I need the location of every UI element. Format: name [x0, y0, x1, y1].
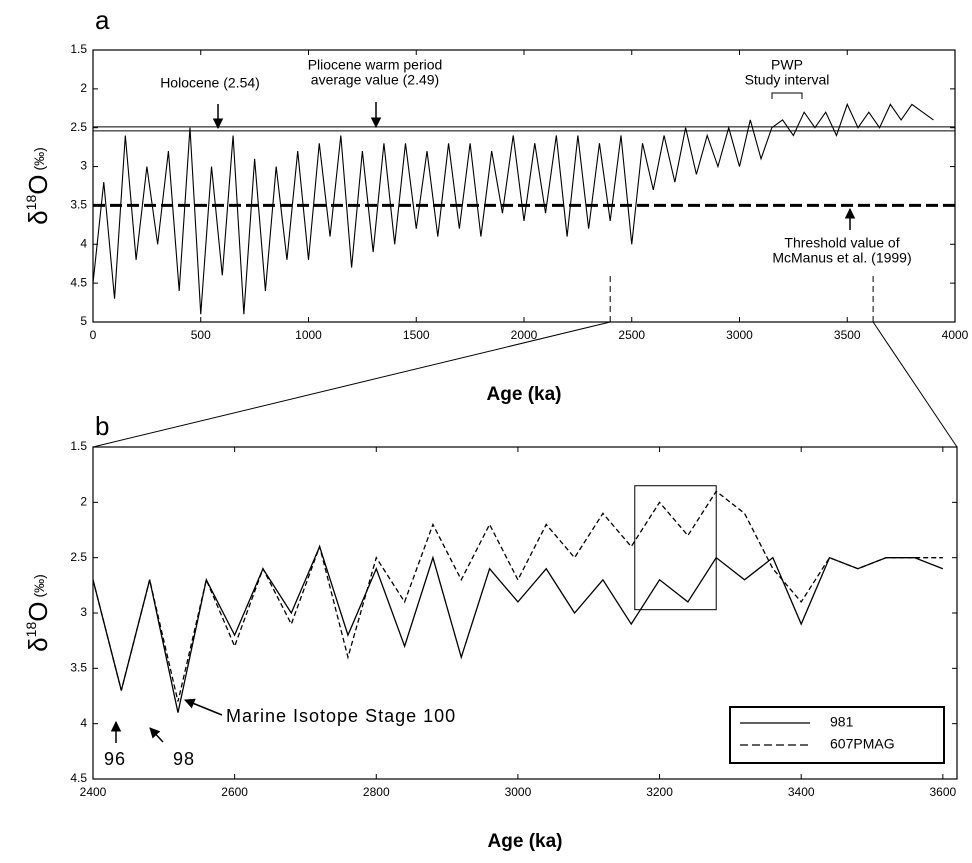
y-tick-label: 4 [80, 716, 87, 730]
zoom-connector [872, 321, 958, 448]
y-label-part: O [23, 175, 53, 195]
y-tick-label: 5 [80, 314, 87, 328]
y-label-part: δ [23, 637, 53, 651]
annotation: PWP [771, 57, 803, 73]
y-tick-label: 2 [80, 495, 87, 509]
y-tick-label: 2 [80, 81, 87, 95]
x-tick-label: 3000 [505, 785, 532, 799]
x-tick-label: 3200 [646, 785, 673, 799]
annotation: Marine Isotope Stage 100 [226, 706, 456, 726]
x-tick-label: 0 [90, 328, 97, 342]
highlight-box [634, 485, 717, 611]
x-tick-label: 1500 [403, 328, 430, 342]
x-tick-label: 4000 [942, 328, 969, 342]
x-tick-label: 1000 [295, 328, 322, 342]
y-tick-label: 1.5 [70, 439, 87, 453]
y-tick-label: 3 [80, 159, 87, 173]
y-tick-label: 3.5 [70, 661, 87, 675]
x-tick-label: 3000 [726, 328, 753, 342]
x-tick-label: 2600 [221, 785, 248, 799]
y-label-part: δ [23, 210, 53, 224]
y-tick-label: 4.5 [70, 275, 87, 289]
annotation: 98 [173, 749, 195, 769]
data-line [92, 490, 943, 702]
annotation: 96 [104, 749, 126, 769]
x-tick-label: 3400 [788, 785, 815, 799]
zoom-connector [92, 321, 611, 448]
legend-label: 981 [830, 714, 854, 730]
y-tick-label: 1.5 [70, 42, 87, 56]
panel-label: a [95, 5, 110, 35]
data-line [92, 102, 934, 315]
y-tick-label: 4 [80, 236, 87, 250]
annotation: Threshold value of [784, 235, 899, 251]
x-tick-label: 3500 [834, 328, 861, 342]
y-tick-label: 3 [80, 605, 87, 619]
x-axis-label: Age (ka) [488, 831, 563, 852]
x-tick-label: 3600 [929, 785, 956, 799]
annotation-arrow [149, 727, 164, 743]
x-axis-label: Age (ka) [487, 384, 562, 405]
bracket [771, 92, 803, 99]
panel-label: b [95, 411, 109, 441]
x-tick-label: 2800 [363, 785, 390, 799]
x-tick-label: 2500 [618, 328, 645, 342]
plot-frame [92, 49, 956, 323]
x-tick-label: 2000 [511, 328, 538, 342]
y-axis-label: δ18O (‰) [23, 147, 53, 225]
y-tick-label: 2.5 [70, 550, 87, 564]
y-tick-label: 3.5 [70, 198, 87, 212]
y-tick-label: 2.5 [70, 120, 87, 134]
legend-box [729, 706, 945, 764]
x-tick-label: 2400 [80, 785, 107, 799]
annotation: Pliocene warm period [308, 57, 443, 73]
y-label-part: (‰) [31, 147, 47, 170]
annotation: average value (2.49) [311, 72, 439, 88]
y-axis-label: δ18O (‰) [23, 574, 53, 652]
y-label-part: (‰) [31, 574, 47, 597]
x-tick-label: 500 [191, 328, 211, 342]
data-line [92, 544, 944, 713]
annotation: McManus et al. (1999) [772, 250, 911, 266]
y-label-part: 18 [23, 622, 39, 638]
y-label-part: 18 [23, 195, 39, 211]
y-label-part: O [23, 602, 53, 622]
legend-label: 607PMAG [830, 736, 895, 752]
annotation-arrow [184, 698, 223, 716]
annotation: Study interval [745, 72, 830, 88]
y-tick-label: 4.5 [70, 771, 87, 785]
annotation: Holocene (2.54) [160, 75, 260, 91]
